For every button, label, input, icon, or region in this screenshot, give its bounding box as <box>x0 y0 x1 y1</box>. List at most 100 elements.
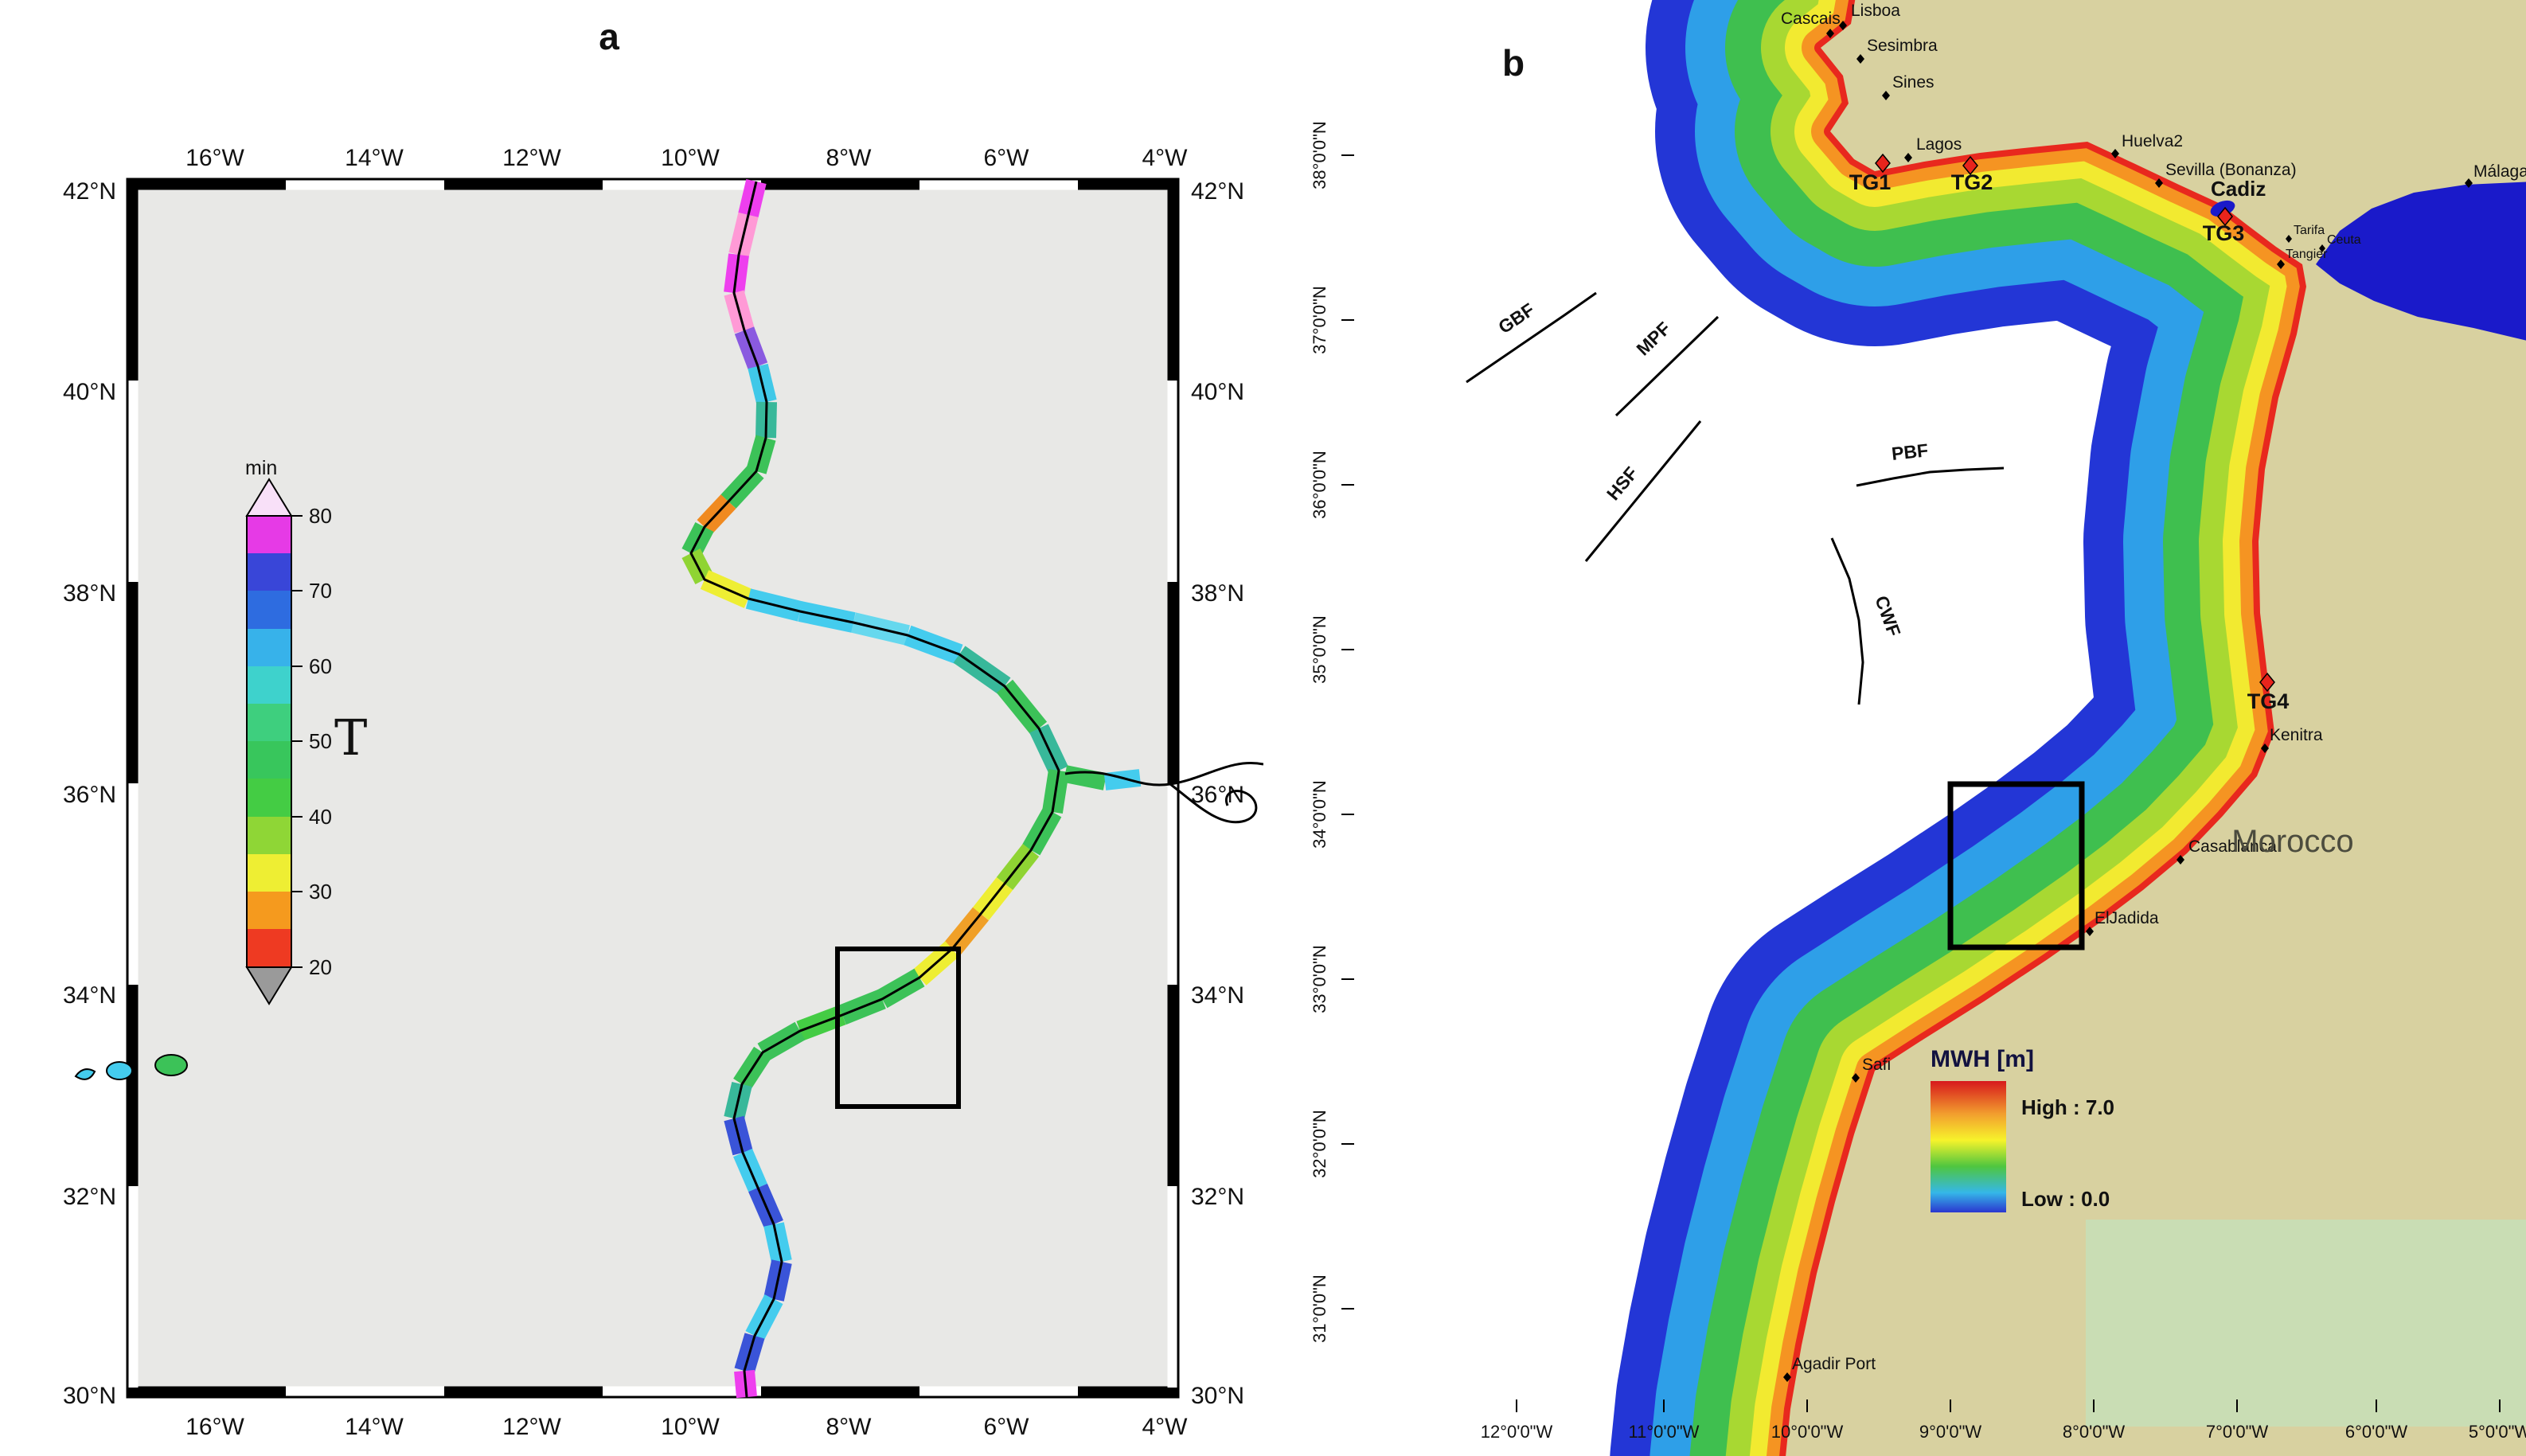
travel-time-symbol: T <box>334 708 367 767</box>
lat-tick-label: 36°N <box>1191 782 1244 808</box>
lat-tick-label: 31°0'0"N <box>1310 1274 1329 1343</box>
city-markers <box>1783 21 2473 1382</box>
colorbar-band <box>247 553 291 591</box>
fault-line-gbf <box>1466 291 1597 384</box>
colorbar-band <box>247 666 291 704</box>
city-label: Ceuta <box>2327 233 2361 247</box>
colorbar-band <box>247 817 291 854</box>
lat-tick-label: 36°N <box>63 782 116 808</box>
panel-b-label: b <box>1502 42 1525 84</box>
fault-labels: GBF MPF HSF PBF CWF <box>1494 299 1929 638</box>
city-label: Sevilla (Bonanza) <box>2165 161 2297 179</box>
colorbar-band <box>247 779 291 817</box>
lon-tick-label: 12°W <box>502 1414 561 1440</box>
fault-label: MPF <box>1632 318 1674 359</box>
city-marker <box>1904 153 1912 162</box>
colorbar-band <box>247 629 291 666</box>
lat-tick-label: 42°N <box>63 178 116 205</box>
fault-label: GBF <box>1494 299 1538 338</box>
lon-tick-label: 6°W <box>984 145 1030 171</box>
city-marker <box>1839 21 1847 30</box>
city-marker <box>1882 91 1890 100</box>
lon-tick-label: 8°W <box>826 1414 873 1440</box>
city-marker <box>1783 1372 1791 1382</box>
city-marker <box>2086 927 2094 936</box>
lon-tick-label: 14°W <box>345 1414 404 1440</box>
fault-label: HSF <box>1603 463 1642 504</box>
land-tint-patch <box>2086 1220 2526 1427</box>
colorbar-tick-label: 70 <box>309 579 332 603</box>
legend-color-ramp <box>1931 1081 2006 1212</box>
city-marker <box>2261 744 2269 753</box>
lon-tick-label: 6°W <box>984 1414 1030 1440</box>
city-label: Kenitra <box>2270 726 2323 744</box>
city-marker <box>2319 244 2325 252</box>
mediterranean-sea <box>2316 182 2526 341</box>
lat-tick-label: 38°0'0"N <box>1310 121 1329 189</box>
mediterranean-coast-sketch <box>1064 762 1263 787</box>
colorbar-tick-label: 20 <box>309 955 332 979</box>
lon-tick-label: 16°W <box>185 1414 244 1440</box>
lon-tick-label: 11°0'0"W <box>1629 1422 1700 1442</box>
legend-high-label: High : 7.0 <box>2021 1095 2114 1119</box>
tide-gauge-marker <box>1962 155 1978 176</box>
legend-low-label: Low : 0.0 <box>2021 1187 2110 1211</box>
city-label: Safi <box>1862 1056 1891 1074</box>
lon-tick-label: 6°0'0"W <box>2345 1422 2408 1442</box>
fault-label: CWF <box>1871 593 1904 639</box>
tide-gauge-label: TG4 <box>2247 689 2290 713</box>
tide-gauge-label: TG3 <box>2203 221 2245 245</box>
colorbar-band <box>247 854 291 892</box>
lon-tick-label: 4°W <box>1142 1414 1189 1440</box>
tide-gauge-label: TG1 <box>1849 170 1892 194</box>
colorbar-band <box>247 929 291 967</box>
colorbar-tick-label: 60 <box>309 654 332 678</box>
lon-tick-label: 5°0'0"W <box>2469 1422 2526 1442</box>
city-marker <box>1852 1073 1860 1083</box>
panel-b-lat-axis: 38°0'0"N 37°0'0"N 36°0'0"N 35°0'0"N 34°0… <box>1310 121 1354 1343</box>
mwh-legend: MWH [m] High : 7.0 Low : 0.0 <box>1931 1046 2114 1212</box>
track-segment <box>1103 769 1142 790</box>
colorbar-band <box>247 591 291 629</box>
panel-a-lat-labels-right: 42°N 40°N 38°N 36°N 34°N 32°N 30°N <box>1191 178 1244 1409</box>
lon-tick-label: 9°0'0"W <box>1919 1422 1982 1442</box>
tide-gauge-marker <box>1875 153 1891 174</box>
city-marker <box>2177 855 2184 865</box>
panel-a-lon-labels-bottom: 16°W 14°W 12°W 10°W 8°W 6°W 4°W <box>185 1414 1188 1440</box>
panel-a-highlight-box <box>835 947 961 1109</box>
country-label: Morocco <box>2231 824 2353 859</box>
city-label: Agadir Port <box>1792 1355 1876 1373</box>
lon-tick-label: 10°W <box>661 1414 720 1440</box>
city-marker <box>2465 178 2473 188</box>
panel-b-lon-axis: 12°0'0"W 11°0'0"W 10°0'0"W 9°0'0"W 8°0'0… <box>1481 1399 2526 1442</box>
city-marker <box>2155 178 2163 188</box>
travel-time-colorbar: min 80 70 60 50 40 30 20 <box>245 457 332 1005</box>
colorbar-band <box>247 704 291 741</box>
fault-label: PBF <box>1891 439 1929 464</box>
city-marker <box>2286 235 2292 243</box>
lat-tick-label: 34°N <box>1191 982 1244 1009</box>
ray-path-centerline <box>689 181 1060 1398</box>
colorbar-band <box>247 892 291 929</box>
city-label: Lagos <box>1916 135 1962 154</box>
tide-gauge-markers: TG1 TG2 TG3 TG4 <box>1849 153 2290 713</box>
panel-a-label: a <box>599 16 619 57</box>
tide-gauge-marker <box>2259 672 2275 693</box>
colorbar-tick-label: 50 <box>309 729 332 753</box>
island-contours <box>74 1054 188 1080</box>
legend-title: MWH [m] <box>1931 1046 2034 1072</box>
city-label: Cascais <box>1781 10 1841 28</box>
colorbar-bottom-arrow <box>245 966 293 1005</box>
island-blob <box>106 1061 133 1080</box>
lat-tick-label: 40°N <box>63 379 116 405</box>
lat-tick-label: 30°N <box>1191 1383 1244 1409</box>
lon-tick-label: 12°0'0"W <box>1481 1422 1553 1442</box>
city-label: Lisboa <box>1851 2 1900 20</box>
panel-b-highlight-box <box>1947 781 2085 950</box>
panel-a-lat-labels-left: 42°N 40°N 38°N 36°N 34°N 32°N 30°N <box>63 178 116 1409</box>
city-label: Sesimbra <box>1867 37 1938 55</box>
colorbar-band <box>247 741 291 779</box>
city-label: Málaga <box>2473 162 2526 181</box>
colorbar-tick-label: 40 <box>309 805 332 829</box>
